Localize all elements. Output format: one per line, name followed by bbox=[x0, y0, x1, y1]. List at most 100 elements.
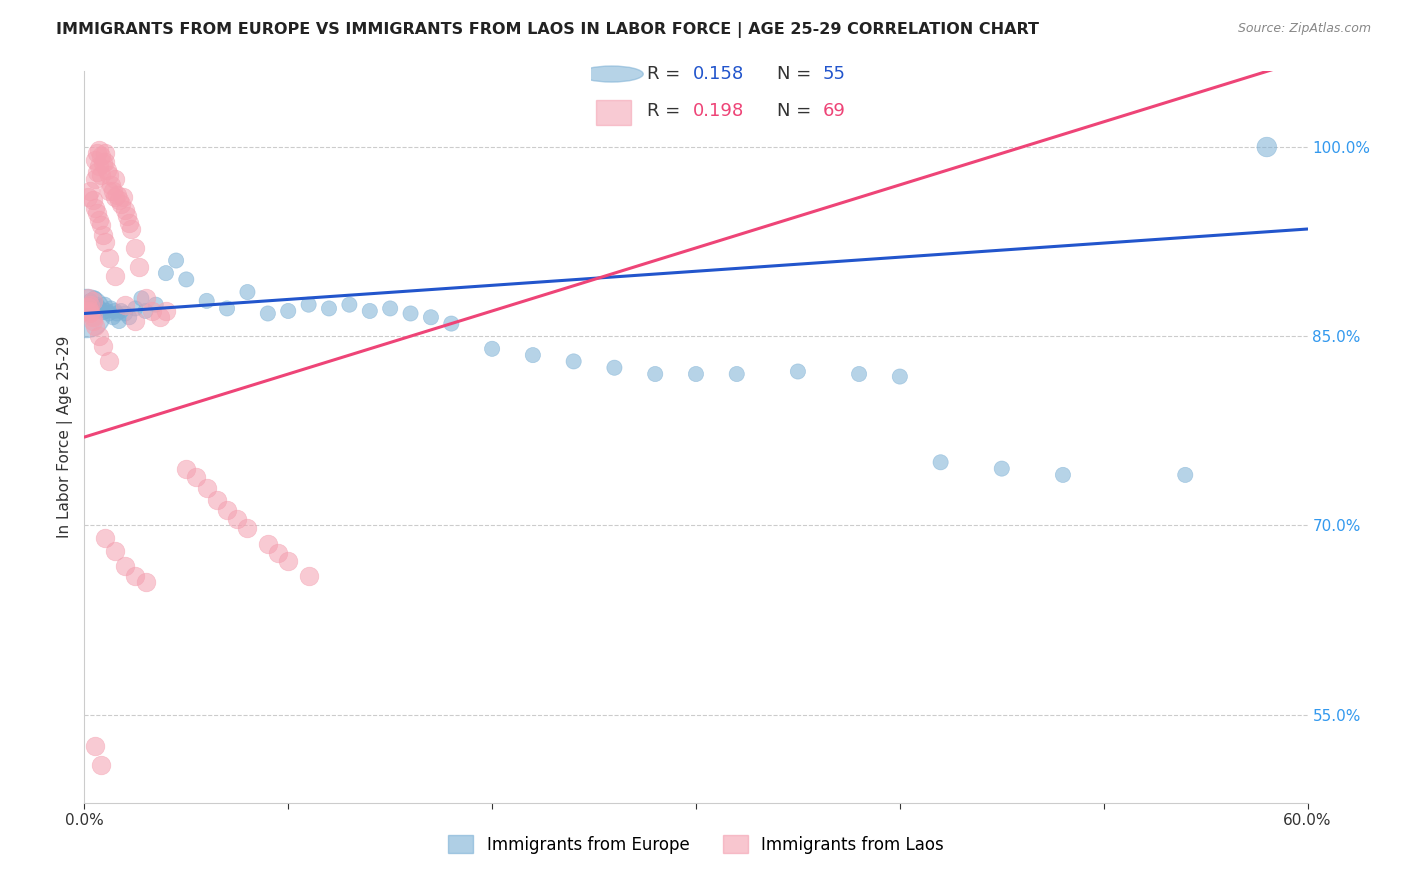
Point bbox=[77, 298, 100, 312]
Point bbox=[257, 306, 280, 320]
Point bbox=[96, 304, 118, 318]
Point bbox=[644, 367, 666, 381]
Point bbox=[277, 554, 299, 568]
Point bbox=[105, 188, 128, 202]
Point bbox=[97, 251, 120, 265]
Point bbox=[174, 461, 197, 475]
Point bbox=[87, 329, 110, 343]
Point bbox=[399, 306, 422, 320]
Point bbox=[118, 310, 141, 325]
Point bbox=[93, 155, 115, 169]
Y-axis label: In Labor Force | Age 25-29: In Labor Force | Age 25-29 bbox=[58, 336, 73, 538]
Point bbox=[420, 310, 443, 325]
Point bbox=[82, 293, 104, 308]
Point bbox=[91, 305, 114, 319]
Point bbox=[82, 310, 104, 325]
Point bbox=[205, 493, 228, 508]
Point bbox=[131, 291, 153, 305]
Point bbox=[848, 367, 870, 381]
Point bbox=[112, 190, 135, 204]
Point bbox=[145, 298, 167, 312]
Point bbox=[115, 210, 138, 224]
Point bbox=[86, 205, 108, 219]
Point bbox=[120, 222, 142, 236]
Point bbox=[195, 481, 218, 495]
Text: IMMIGRANTS FROM EUROPE VS IMMIGRANTS FROM LAOS IN LABOR FORCE | AGE 25-29 CORREL: IMMIGRANTS FROM EUROPE VS IMMIGRANTS FRO… bbox=[56, 22, 1039, 38]
Point bbox=[135, 291, 157, 305]
Point bbox=[217, 503, 239, 517]
Point bbox=[75, 306, 97, 320]
Point bbox=[118, 216, 141, 230]
Text: 0.198: 0.198 bbox=[692, 103, 744, 120]
Point bbox=[79, 184, 101, 198]
Point bbox=[83, 291, 105, 305]
Point bbox=[135, 575, 157, 590]
Point bbox=[97, 184, 120, 198]
Text: 55: 55 bbox=[823, 65, 845, 83]
Point bbox=[108, 314, 131, 328]
Point bbox=[104, 304, 127, 318]
Point bbox=[124, 241, 146, 255]
Point bbox=[114, 298, 136, 312]
Point bbox=[86, 298, 108, 312]
Point bbox=[217, 301, 239, 316]
Point bbox=[96, 162, 118, 177]
Point bbox=[86, 146, 108, 161]
Point bbox=[141, 304, 163, 318]
Point bbox=[195, 293, 218, 308]
Point bbox=[104, 543, 127, 558]
Point bbox=[91, 339, 114, 353]
Point bbox=[114, 558, 136, 573]
Point bbox=[90, 218, 112, 232]
Point bbox=[100, 301, 122, 316]
Point bbox=[93, 298, 115, 312]
Point bbox=[86, 165, 108, 179]
Point bbox=[124, 314, 146, 328]
Text: Source: ZipAtlas.com: Source: ZipAtlas.com bbox=[1237, 22, 1371, 36]
Text: R =: R = bbox=[647, 103, 686, 120]
Point bbox=[1174, 467, 1197, 482]
Point bbox=[128, 260, 150, 274]
Point bbox=[277, 304, 299, 318]
Point bbox=[149, 310, 172, 325]
Circle shape bbox=[581, 66, 644, 82]
Point bbox=[82, 193, 104, 207]
Point bbox=[77, 291, 100, 305]
Point bbox=[100, 178, 122, 192]
Text: N =: N = bbox=[776, 103, 817, 120]
Point bbox=[97, 354, 120, 368]
Point bbox=[75, 304, 97, 318]
Point bbox=[165, 253, 187, 268]
Point bbox=[91, 156, 114, 170]
Point bbox=[481, 342, 503, 356]
Point bbox=[93, 235, 115, 249]
Point bbox=[1052, 467, 1074, 482]
Point bbox=[124, 569, 146, 583]
Point bbox=[440, 317, 463, 331]
Point bbox=[108, 193, 131, 207]
Point bbox=[79, 293, 101, 308]
Point bbox=[298, 569, 321, 583]
Point bbox=[104, 268, 127, 283]
Point bbox=[90, 149, 112, 163]
Point bbox=[991, 461, 1014, 475]
Point bbox=[93, 531, 115, 545]
Point bbox=[83, 201, 105, 215]
Point bbox=[110, 196, 132, 211]
Point bbox=[83, 153, 105, 167]
Point bbox=[75, 304, 97, 318]
Point bbox=[339, 298, 361, 312]
Point bbox=[83, 171, 105, 186]
Point bbox=[787, 364, 810, 378]
Point bbox=[82, 314, 104, 328]
Point bbox=[101, 310, 124, 325]
Point bbox=[889, 369, 911, 384]
Text: 69: 69 bbox=[823, 103, 845, 120]
Point bbox=[90, 302, 112, 317]
Point bbox=[87, 159, 110, 173]
Point bbox=[318, 301, 340, 316]
Point bbox=[90, 758, 112, 772]
Point bbox=[359, 304, 381, 318]
Point bbox=[236, 285, 259, 299]
Point bbox=[603, 360, 626, 375]
